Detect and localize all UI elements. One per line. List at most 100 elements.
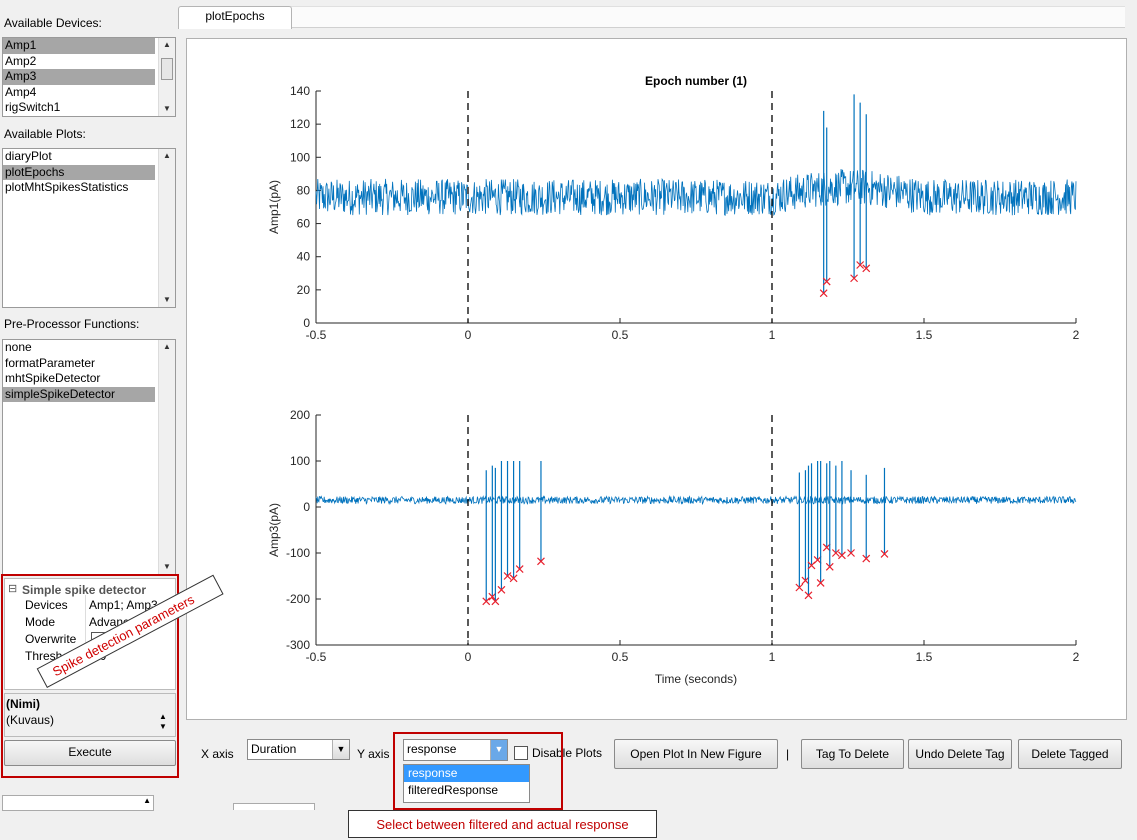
- list-item[interactable]: plotEpochs: [3, 164, 155, 180]
- spike-marker: [856, 261, 865, 269]
- plots-scrollbar[interactable]: ▲ ▼: [158, 149, 175, 307]
- list-item[interactable]: formatParameter: [5, 355, 96, 370]
- tag-to-delete-button[interactable]: Tag To Delete: [801, 739, 904, 769]
- yaxis-label: Y axis: [357, 747, 390, 761]
- list-item[interactable]: Amp4: [5, 84, 37, 99]
- spike-marker: [837, 551, 846, 560]
- x-tick-label: 0.5: [612, 328, 629, 342]
- scroll-up-icon[interactable]: ▲: [143, 796, 151, 805]
- x-tick-label: 0.5: [612, 650, 629, 664]
- prop-devices-value[interactable]: Amp1; Amp3: [89, 598, 158, 612]
- y-tick-label: 140: [290, 84, 310, 98]
- plots-label: Available Plots:: [4, 127, 86, 141]
- spike-marker: [488, 592, 497, 601]
- x-tick-label: 1.5: [916, 650, 933, 664]
- spike-marker: [503, 572, 512, 580]
- spike-marker: [831, 549, 840, 557]
- scroll-up-icon[interactable]: ▲: [163, 40, 171, 49]
- yaxis-option-filteredresponse[interactable]: filteredResponse: [408, 783, 499, 797]
- spike-marker: [491, 597, 500, 606]
- list-item[interactable]: mhtSpikeDetector: [5, 371, 101, 385]
- xaxis-select[interactable]: Duration ▼: [247, 739, 350, 760]
- y-tick-label: 20: [297, 283, 311, 297]
- y-tick-label: -100: [286, 546, 310, 560]
- x-tick-label: 0: [465, 650, 472, 664]
- list-item[interactable]: Amp2: [5, 53, 37, 68]
- list-item[interactable]: rigSwitch1: [5, 100, 61, 114]
- select-response-callout: Select between filtered and actual respo…: [348, 810, 657, 838]
- preproc-items: none formatParameter mhtSpikeDetector simpl…: [3, 340, 175, 402]
- x-tick-label: 2: [1073, 650, 1080, 664]
- undo-delete-tag-button[interactable]: Undo Delete Tag: [908, 739, 1012, 769]
- scroll-down-icon[interactable]: ▼: [163, 562, 171, 571]
- prop-mode-key: Mode: [25, 615, 56, 629]
- yaxis-value: response: [407, 742, 457, 756]
- y-tick-label: 60: [297, 217, 311, 231]
- delete-tagged-button[interactable]: Delete Tagged: [1018, 739, 1122, 769]
- signal-trace: [315, 495, 1077, 506]
- property-grid-header: Simple spike detector: [22, 583, 147, 597]
- scroll-down-icon[interactable]: ▼: [163, 295, 171, 304]
- list-item[interactable]: plotMhtSpikesStatistics: [5, 180, 129, 194]
- yaxis-highlight: [393, 732, 563, 810]
- spike-marker: [822, 543, 831, 552]
- prop-devices-key: Devices: [25, 598, 68, 612]
- collapse-icon[interactable]: ⊟: [8, 583, 18, 595]
- devices-listbox[interactable]: Amp1 Amp2 Amp3 Amp4 rigSwitch1 ▲ ▼: [2, 37, 176, 117]
- spike-marker: [509, 574, 518, 583]
- scroll-up-icon[interactable]: ▲: [163, 342, 171, 351]
- x-tick-label: 0: [465, 328, 472, 342]
- signal-trace: [315, 169, 1077, 216]
- y-axis-label: Amp1(pA): [267, 180, 281, 234]
- list-item[interactable]: Amp1: [3, 38, 155, 54]
- x-tick-label: 1: [769, 650, 776, 664]
- x-tick-label: 1: [769, 328, 776, 342]
- x-tick-label: -0.5: [306, 650, 327, 664]
- y-tick-label: 80: [297, 183, 311, 197]
- spike-marker: [515, 565, 524, 574]
- devices-label: Available Devices:: [4, 16, 102, 30]
- execute-button[interactable]: Execute: [4, 740, 176, 766]
- y-tick-label: 100: [290, 150, 310, 164]
- open-plot-button[interactable]: Open Plot In New Figure: [614, 739, 778, 769]
- spike-marker: [813, 555, 822, 564]
- xaxis-value: Duration: [251, 742, 297, 756]
- disable-plots-label: Disable Plots: [532, 746, 603, 760]
- epoch-plots: -0.5 0 0.5 1 1.5 2020406080100120140Amp1(pA)E…: [267, 74, 1080, 686]
- scroll-up-icon[interactable]: ▲: [163, 151, 171, 160]
- plots-listbox[interactable]: diaryPlot plotEpochs plotMhtSpikesStatisti…: [2, 148, 176, 308]
- plots-items: diaryPlot plotEpochs plotMhtSpikesStatisti…: [3, 149, 175, 196]
- yaxis-select[interactable]: response ▼: [403, 739, 508, 761]
- chevron-down-icon[interactable]: ▼: [332, 740, 349, 759]
- devices-scrollbar[interactable]: ▲ ▼: [158, 38, 175, 116]
- desc-scroll-icon[interactable]: ▲ ▼: [159, 712, 167, 731]
- spike-marker: [825, 562, 834, 571]
- yaxis-option-response[interactable]: response: [404, 765, 529, 782]
- spike-marker: [801, 576, 810, 585]
- preproc-listbox[interactable]: none formatParameter mhtSpikeDetector simpl…: [2, 339, 176, 575]
- list-item[interactable]: diaryPlot: [5, 149, 52, 163]
- list-item[interactable]: Amp3: [3, 69, 155, 85]
- chevron-down-icon[interactable]: ▼: [490, 740, 507, 760]
- spike-marker: [816, 578, 825, 587]
- tab-plotepochs[interactable]: plotEpochs: [178, 6, 292, 29]
- spike-marker: [497, 585, 506, 594]
- scroll-down-icon[interactable]: ▼: [163, 104, 171, 113]
- y-tick-label: 200: [290, 408, 310, 422]
- spike-marker: [537, 557, 545, 566]
- xaxis-label: X axis: [201, 747, 234, 761]
- list-item[interactable]: none: [5, 340, 32, 354]
- y-tick-label: 40: [297, 250, 311, 264]
- y-tick-label: 0: [303, 316, 310, 330]
- y-axis-label: Amp3(pA): [267, 503, 281, 557]
- chart-title: Epoch number (1): [645, 74, 747, 88]
- list-item[interactable]: simpleSpikeDetector: [3, 386, 155, 402]
- preproc-scrollbar[interactable]: ▲ ▼: [158, 340, 175, 574]
- scroll-thumb[interactable]: [161, 58, 173, 80]
- y-tick-label: -300: [286, 638, 310, 652]
- x-tick-label: -0.5: [306, 328, 327, 342]
- prop-overwrite-key: Overwrite: [25, 632, 77, 646]
- spike-marker: [804, 591, 813, 600]
- yaxis-dropdown[interactable]: response filteredResponse: [403, 764, 530, 803]
- disable-plots-checkbox[interactable]: [514, 746, 528, 760]
